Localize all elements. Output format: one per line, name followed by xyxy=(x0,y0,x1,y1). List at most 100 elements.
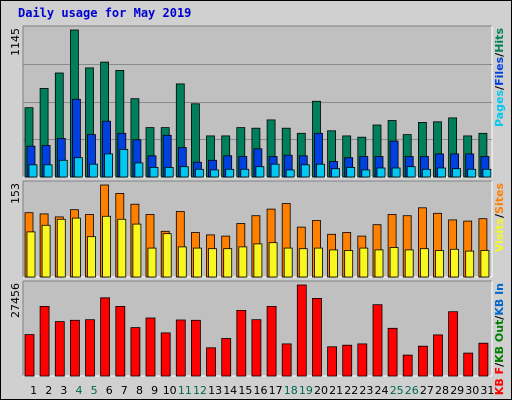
legend-entry: Sites xyxy=(493,183,506,214)
bar-visits xyxy=(283,247,293,278)
bar-kb-f xyxy=(463,352,474,377)
x-tick-label: 27 xyxy=(420,384,434,397)
bar-pages xyxy=(391,167,401,178)
bar-pages xyxy=(28,164,38,178)
bar-kb-f xyxy=(190,319,201,377)
x-tick-label: 4 xyxy=(76,384,83,397)
bar-kb-f xyxy=(342,344,353,377)
legend-entry: Visits xyxy=(493,218,506,253)
bar-kb-f xyxy=(417,345,428,377)
legend-entry: KB Out xyxy=(493,320,506,363)
bar-visits xyxy=(117,218,127,278)
bar-pages xyxy=(225,168,235,178)
bar-kb-f xyxy=(327,346,338,377)
bar-visits xyxy=(26,231,36,278)
bar-visits xyxy=(132,223,142,278)
bar-kb-f xyxy=(402,354,413,377)
bar-kb-f xyxy=(85,319,95,377)
x-tick-label: 30 xyxy=(465,384,479,397)
bar-pages xyxy=(179,166,189,178)
legend-entry: / xyxy=(493,213,506,218)
bar-pages xyxy=(210,169,219,178)
x-tick-label: 1 xyxy=(30,384,37,397)
bar-pages xyxy=(240,168,250,178)
bar-kb-f xyxy=(100,297,110,377)
x-tick-label: 13 xyxy=(208,384,222,397)
legend-entry: / xyxy=(493,85,506,90)
bar-visits xyxy=(162,233,172,278)
bar-kb-f xyxy=(39,305,50,377)
bar-kb-f xyxy=(145,317,156,377)
bar-kb-f xyxy=(24,334,35,377)
x-tick-label: 14 xyxy=(223,384,237,397)
bar-visits xyxy=(253,243,263,278)
bar-visits xyxy=(450,248,460,278)
bar-pages xyxy=(452,168,462,178)
bar-visits xyxy=(208,248,217,278)
x-tick-label: 22 xyxy=(344,384,358,397)
bar-visits xyxy=(419,248,429,278)
y-max-label: 153 xyxy=(9,183,22,204)
bar-kb-f xyxy=(296,284,307,377)
legend-entry: Files xyxy=(493,56,506,86)
bar-visits xyxy=(465,250,475,278)
bar-visits xyxy=(329,249,339,278)
bar-visits xyxy=(147,247,157,278)
bar-visits xyxy=(480,250,490,278)
x-tick-label: 3 xyxy=(60,384,67,397)
bar-kb-f xyxy=(115,305,126,377)
bar-pages xyxy=(104,153,113,178)
legend-entry: / xyxy=(493,362,506,367)
bar-visits xyxy=(87,236,96,278)
x-tick-label: 12 xyxy=(193,384,207,397)
bar-pages xyxy=(119,148,129,178)
bar-visits xyxy=(41,224,51,278)
legend-entry: Pages xyxy=(493,89,506,127)
bar-pages xyxy=(270,163,280,178)
x-tick-label: 2 xyxy=(45,384,52,397)
bar-kb-f xyxy=(312,297,322,377)
x-tick-label: 6 xyxy=(106,384,113,397)
legend: Pages/Files/Hits xyxy=(493,28,506,127)
bar-kb-f xyxy=(266,305,277,377)
bar-kb-f xyxy=(221,338,232,377)
x-tick-label: 24 xyxy=(375,384,389,397)
bar-pages xyxy=(43,164,53,178)
panel-middle: 153 Visits/Sites xyxy=(9,180,506,278)
bar-pages xyxy=(58,159,68,178)
x-tick-label: 25 xyxy=(390,384,404,397)
legend: Visits/Sites xyxy=(493,183,506,253)
bar-visits xyxy=(223,248,233,278)
bar-visits xyxy=(298,248,308,278)
bar-visits xyxy=(404,249,414,278)
bar-pages xyxy=(376,167,386,178)
bar-pages xyxy=(331,168,341,178)
bar-pages xyxy=(134,162,144,178)
bar-kb-f xyxy=(130,327,141,377)
bar-kb-f xyxy=(357,343,368,377)
bar-visits xyxy=(389,247,399,278)
x-tick-label: 10 xyxy=(163,384,177,397)
chart-title: Daily usage for May 2019 xyxy=(18,6,192,20)
bar-visits xyxy=(268,242,278,278)
x-tick-label: 18 xyxy=(284,384,298,397)
x-tick-label: 20 xyxy=(314,384,328,397)
bar-visits xyxy=(314,247,323,278)
bar-pages xyxy=(300,164,310,178)
bar-pages xyxy=(285,169,295,178)
x-tick-label: 29 xyxy=(450,384,464,397)
legend: KB F/KB Out/KB In xyxy=(493,283,506,395)
bar-kb-f xyxy=(70,319,80,377)
bar-kb-f xyxy=(236,309,247,377)
bar-kb-f xyxy=(206,347,216,377)
bar-pages xyxy=(421,168,431,178)
bar-pages xyxy=(74,157,83,178)
legend-entry: / xyxy=(493,52,506,57)
bar-kb-f xyxy=(433,334,443,377)
bar-pages xyxy=(406,166,416,178)
x-tick-label: 7 xyxy=(121,384,128,397)
x-tick-label: 17 xyxy=(269,384,283,397)
